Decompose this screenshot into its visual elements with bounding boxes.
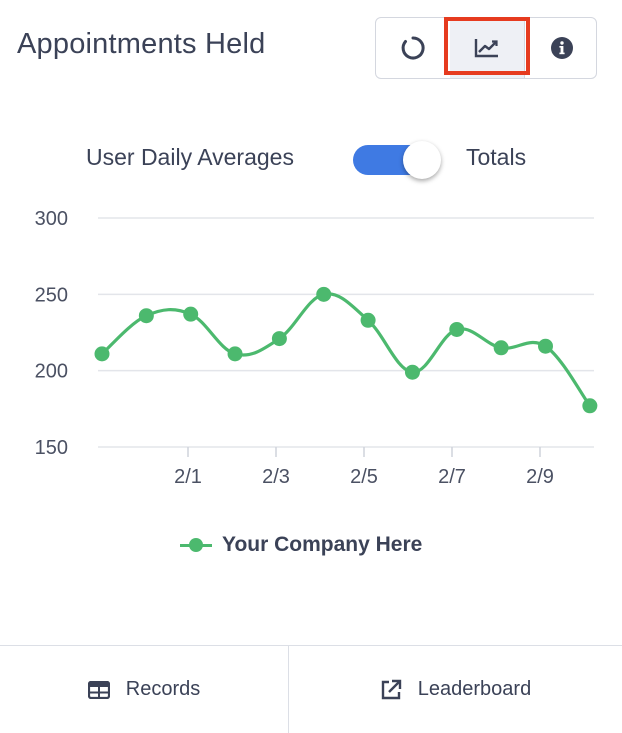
leaderboard-label: Leaderboard	[417, 678, 532, 700]
donut-view-button[interactable]	[376, 18, 451, 78]
data-point[interactable]	[538, 338, 553, 354]
toggle-row: User Daily Averages Totals	[0, 130, 622, 186]
widget-header: Appointments Held	[0, 0, 622, 100]
records-button[interactable]: Records	[0, 646, 288, 733]
data-point[interactable]	[227, 346, 243, 362]
data-point[interactable]	[183, 306, 199, 322]
y-tick-label: 150	[35, 437, 68, 459]
table-icon	[87, 679, 110, 701]
data-point[interactable]	[271, 331, 287, 347]
switch-knob	[403, 141, 441, 179]
y-tick-label: 250	[35, 284, 68, 306]
y-tick-label: 300	[35, 208, 68, 230]
toggle-left-label: User Daily Averages	[86, 144, 294, 170]
toggle-right-label: Totals	[466, 144, 527, 170]
line-chart-icon	[474, 39, 498, 58]
footer-divider	[288, 646, 289, 733]
chart-legend: Your Company Here	[180, 530, 422, 560]
x-tick-label: 2/5	[350, 466, 378, 488]
data-point[interactable]	[138, 308, 154, 324]
x-tick-label: 2/7	[438, 466, 466, 488]
x-tick-label: 2/3	[262, 466, 290, 488]
data-point[interactable]	[360, 312, 376, 328]
y-tick-label: 200	[35, 361, 68, 383]
records-label: Records	[125, 678, 201, 700]
info-button[interactable]	[524, 18, 599, 78]
line-chart: 150 200 250 300 2/1 2/3 2/5 2/7 2/9	[35, 208, 598, 488]
data-point[interactable]	[316, 286, 332, 302]
legend-swatch	[180, 538, 212, 552]
info-circle-icon	[551, 37, 573, 59]
data-point[interactable]	[404, 364, 420, 380]
x-tick-label: 2/1	[174, 466, 202, 488]
data-point[interactable]	[449, 321, 465, 337]
averages-totals-switch[interactable]	[353, 141, 441, 179]
leaderboard-button[interactable]: Leaderboard	[289, 646, 622, 733]
legend-label: Your Company Here	[222, 533, 423, 556]
data-point[interactable]	[493, 340, 509, 356]
line-chart-view-button[interactable]	[450, 18, 524, 78]
widget-title: Appointments Held	[17, 28, 266, 60]
circle-notch-icon	[401, 36, 425, 60]
view-toggle-group	[375, 17, 597, 79]
widget-footer: Records Leaderboard	[0, 645, 622, 733]
external-link-icon	[380, 679, 402, 701]
data-point[interactable]	[582, 398, 598, 414]
series-line	[100, 292, 592, 407]
x-tick-label: 2/9	[526, 466, 554, 488]
data-point[interactable]	[94, 346, 110, 362]
